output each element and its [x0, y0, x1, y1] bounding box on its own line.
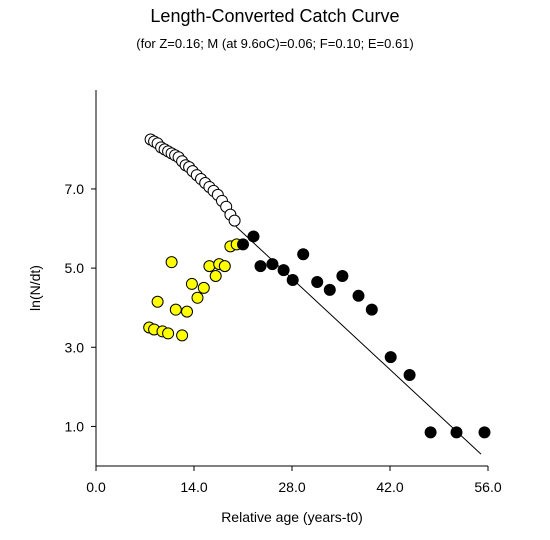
- ascending-point: [151, 295, 164, 308]
- regression-point: [365, 303, 378, 316]
- regression-point: [478, 426, 491, 439]
- regression-point: [297, 248, 310, 261]
- y-axis-label: ln(N/dt): [27, 265, 43, 311]
- ascending-point: [218, 260, 231, 273]
- regression-point: [247, 230, 260, 243]
- x-tick-label: 28.0: [278, 479, 305, 495]
- regression-point: [403, 368, 416, 381]
- ascending-point: [191, 291, 204, 304]
- chart-title: Length-Converted Catch Curve: [150, 6, 400, 26]
- regression-point: [450, 426, 463, 439]
- x-tick-label: 0.0: [86, 479, 106, 495]
- ascending-point: [181, 305, 193, 318]
- regression-point: [424, 426, 437, 439]
- ascending-point: [162, 327, 175, 340]
- ascending-point: [209, 270, 222, 283]
- ascending-point: [169, 303, 182, 316]
- regression-point: [336, 270, 349, 283]
- regression-point: [311, 275, 324, 288]
- ascending-point: [165, 256, 178, 269]
- regression-point: [266, 258, 279, 271]
- y-tick-label: 5.0: [65, 260, 85, 276]
- x-tick-label: 42.0: [376, 479, 403, 495]
- ascending-point: [203, 260, 216, 273]
- unused-point: [228, 214, 241, 227]
- regression-point: [323, 283, 336, 296]
- x-axis-label: Relative age (years-t0): [221, 509, 363, 525]
- regression-point: [384, 351, 397, 364]
- y-tick-label: 7.0: [65, 181, 85, 197]
- ascending-point: [185, 277, 198, 290]
- ascending-point: [197, 281, 210, 294]
- y-tick-label: 3.0: [65, 339, 85, 355]
- regression-point: [286, 273, 299, 286]
- regression-point: [352, 289, 365, 302]
- regression-point: [277, 264, 290, 277]
- regression-point: [254, 260, 267, 273]
- ascending-point: [176, 329, 189, 342]
- regression-point: [237, 238, 249, 251]
- x-tick-label: 56.0: [474, 479, 501, 495]
- x-tick-label: 14.0: [180, 479, 207, 495]
- chart-subtitle: (for Z=0.16; M (at 9.6oC)=0.06; F=0.10; …: [136, 36, 414, 51]
- y-tick-label: 1.0: [65, 418, 85, 434]
